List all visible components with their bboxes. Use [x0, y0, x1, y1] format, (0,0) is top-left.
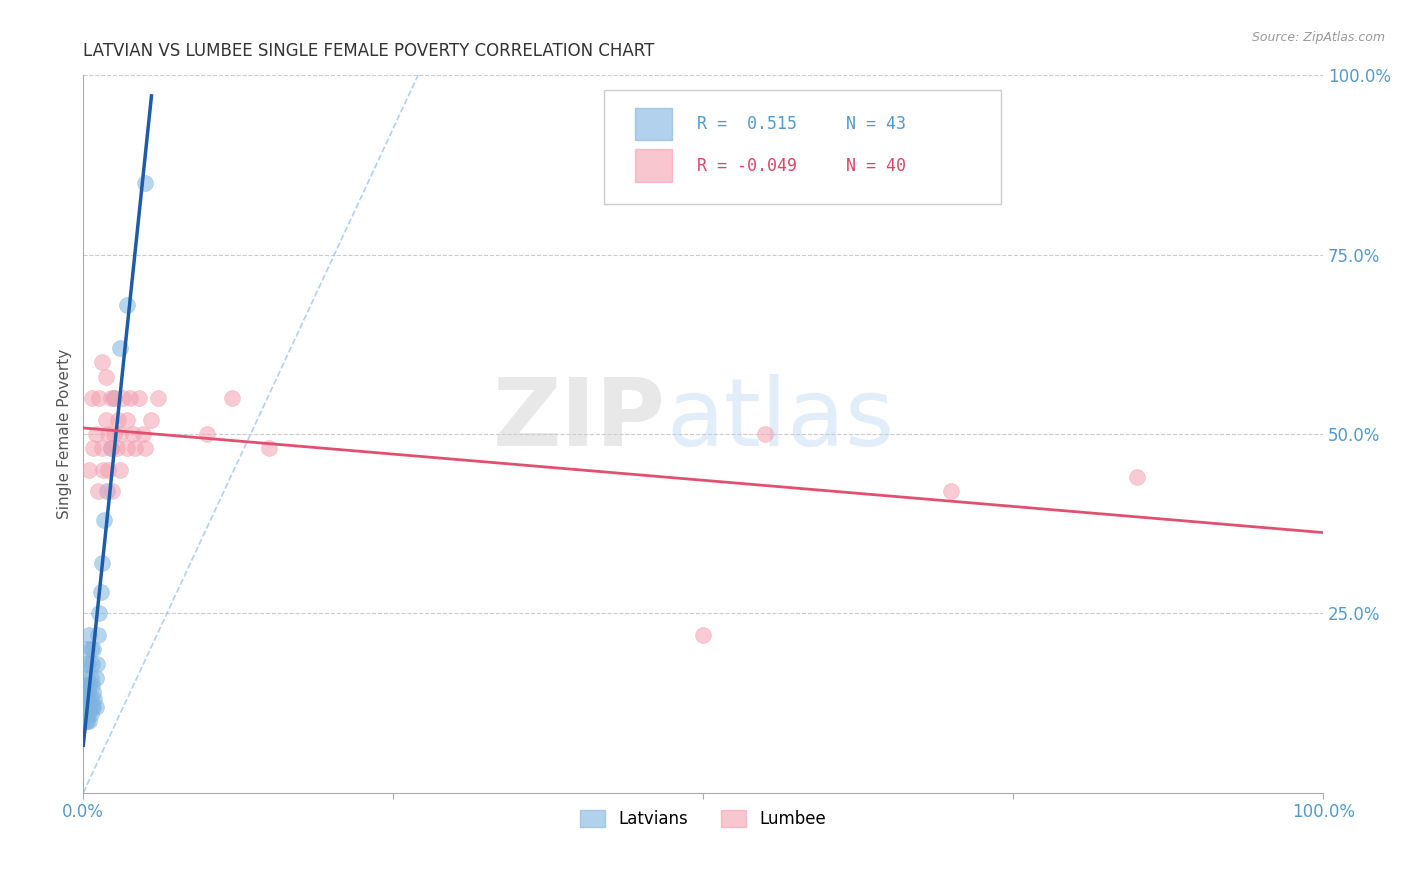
Point: [76, 642, 98, 657]
Point: [90, 584, 112, 599]
Point: [124, 442, 146, 456]
Point: [75, 657, 97, 671]
Point: [89, 607, 111, 621]
Point: [79, 699, 101, 714]
Point: [134, 176, 156, 190]
Point: [87, 484, 110, 499]
Point: [80, 706, 103, 721]
Point: [80, 678, 103, 692]
Point: [89, 391, 111, 405]
Point: [105, 442, 128, 456]
Point: [110, 426, 132, 441]
Point: [84, 699, 107, 714]
Point: [90, 442, 112, 456]
Point: [84, 671, 107, 685]
Point: [100, 442, 122, 456]
Point: [80, 671, 103, 685]
Point: [80, 692, 103, 706]
Point: [77, 706, 100, 721]
Point: [91, 463, 114, 477]
Point: [79, 463, 101, 477]
Text: Source: ZipAtlas.com: Source: ZipAtlas.com: [1251, 31, 1385, 45]
Point: [80, 391, 103, 405]
Point: [80, 642, 103, 657]
Point: [75, 678, 97, 692]
Point: [100, 391, 122, 405]
Point: [110, 463, 132, 477]
Y-axis label: Single Female Poverty: Single Female Poverty: [58, 349, 72, 519]
Point: [75, 714, 97, 728]
Bar: [636, 150, 672, 182]
Point: [103, 426, 125, 441]
Point: [77, 685, 100, 699]
Point: [107, 412, 129, 426]
Text: R = -0.049: R = -0.049: [697, 157, 797, 175]
Point: [86, 657, 108, 671]
Point: [134, 442, 156, 456]
Point: [101, 484, 124, 499]
Point: [141, 412, 163, 426]
Point: [82, 685, 104, 699]
Point: [75, 699, 97, 714]
Point: [79, 714, 101, 728]
Point: [146, 391, 169, 405]
Point: [79, 678, 101, 692]
Point: [84, 426, 107, 441]
Point: [73, 699, 96, 714]
Text: N = 40: N = 40: [846, 157, 905, 175]
Point: [82, 699, 104, 714]
Point: [941, 484, 963, 499]
Point: [195, 426, 218, 441]
Point: [128, 391, 150, 405]
Point: [94, 412, 117, 426]
Point: [120, 391, 142, 405]
Point: [692, 628, 714, 642]
Point: [132, 426, 155, 441]
Text: LATVIAN VS LUMBEE SINGLE FEMALE POVERTY CORRELATION CHART: LATVIAN VS LUMBEE SINGLE FEMALE POVERTY …: [83, 42, 655, 60]
Point: [79, 628, 101, 642]
Point: [754, 426, 776, 441]
Point: [115, 298, 138, 312]
Point: [97, 463, 120, 477]
Point: [221, 391, 243, 405]
Text: ZIP: ZIP: [494, 374, 666, 466]
Point: [93, 513, 115, 527]
Point: [115, 442, 138, 456]
Point: [80, 657, 103, 671]
Point: [97, 426, 120, 441]
Point: [76, 671, 98, 685]
Text: N = 43: N = 43: [846, 115, 905, 133]
Point: [103, 391, 125, 405]
Point: [77, 657, 100, 671]
Point: [122, 426, 145, 441]
Text: R =  0.515: R = 0.515: [697, 115, 797, 133]
Point: [76, 692, 98, 706]
Point: [82, 442, 104, 456]
Point: [76, 714, 98, 728]
Point: [94, 369, 117, 384]
Point: [1126, 470, 1149, 484]
Point: [111, 391, 134, 405]
Point: [72, 714, 94, 728]
Point: [259, 442, 281, 456]
Point: [100, 442, 122, 456]
Legend: Latvians, Lumbee: Latvians, Lumbee: [574, 803, 834, 835]
Point: [90, 355, 112, 369]
Point: [87, 628, 110, 642]
Text: atlas: atlas: [666, 374, 894, 466]
Point: [83, 692, 105, 706]
FancyBboxPatch shape: [605, 89, 1001, 204]
Point: [115, 412, 138, 426]
Point: [80, 699, 103, 714]
Point: [73, 685, 96, 699]
Point: [82, 642, 104, 657]
Point: [103, 391, 125, 405]
Point: [110, 341, 132, 355]
Point: [90, 556, 112, 570]
Point: [96, 484, 118, 499]
Bar: [636, 108, 672, 140]
